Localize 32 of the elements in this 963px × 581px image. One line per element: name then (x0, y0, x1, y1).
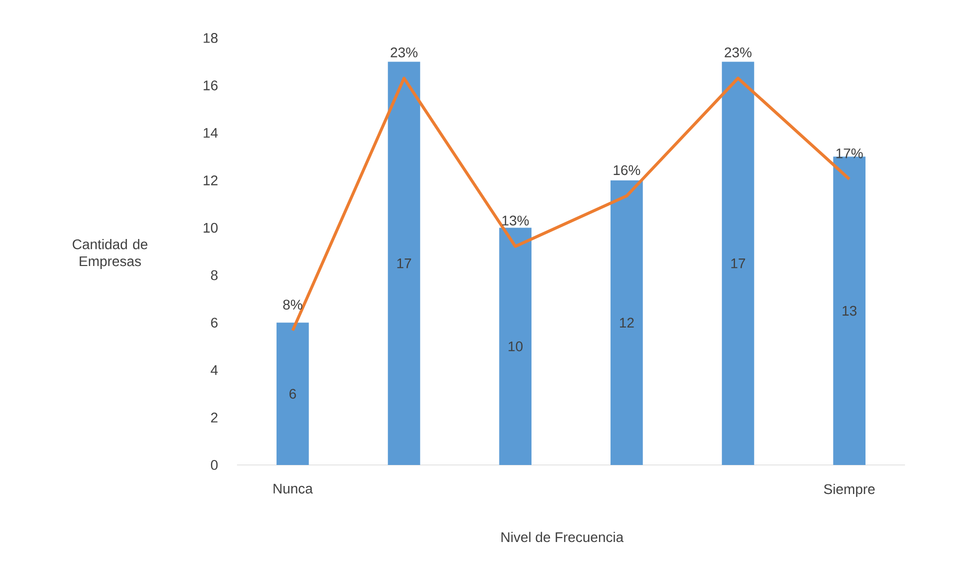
y-tick-label: 6 (211, 318, 218, 328)
bar (276, 322, 309, 465)
x-tick-label: Nunca (274, 484, 313, 494)
bar (499, 228, 532, 465)
x-tick-label: Siempre (824, 484, 875, 497)
y-tick-label: 10 (204, 222, 218, 233)
y-tick-label: 18 (204, 33, 218, 43)
data-label: 12 (620, 318, 634, 328)
bar (833, 156, 866, 465)
data-label: 8% (283, 300, 302, 310)
data-label: 23% (390, 47, 418, 58)
data-label: 10 (508, 341, 523, 352)
y-tick-label: 2 (211, 412, 218, 422)
bar (388, 62, 420, 465)
y-tick-label: 0 (210, 460, 218, 470)
y-tick-label: 8 (211, 270, 218, 280)
data-label: 17% (836, 148, 863, 158)
x-axis-title: Nivel de Frecuencia (502, 532, 624, 542)
y-tick-label: 14 (204, 128, 218, 138)
data-label: 13 (842, 306, 856, 316)
bar (610, 180, 643, 465)
data-label: 23% (724, 47, 752, 58)
y-tick-label: 12 (204, 175, 218, 186)
y-axis-title: Cantidad de Empresas (72, 239, 148, 269)
y-tick-label: 16 (204, 80, 218, 90)
data-label: 6 (290, 388, 296, 399)
bar (722, 62, 754, 465)
data-label: 16% (614, 165, 640, 176)
data-label: 13% (502, 216, 529, 226)
data-label: 17 (731, 258, 746, 268)
y-tick-label: 4 (210, 365, 218, 375)
data-label: 17 (397, 258, 412, 268)
